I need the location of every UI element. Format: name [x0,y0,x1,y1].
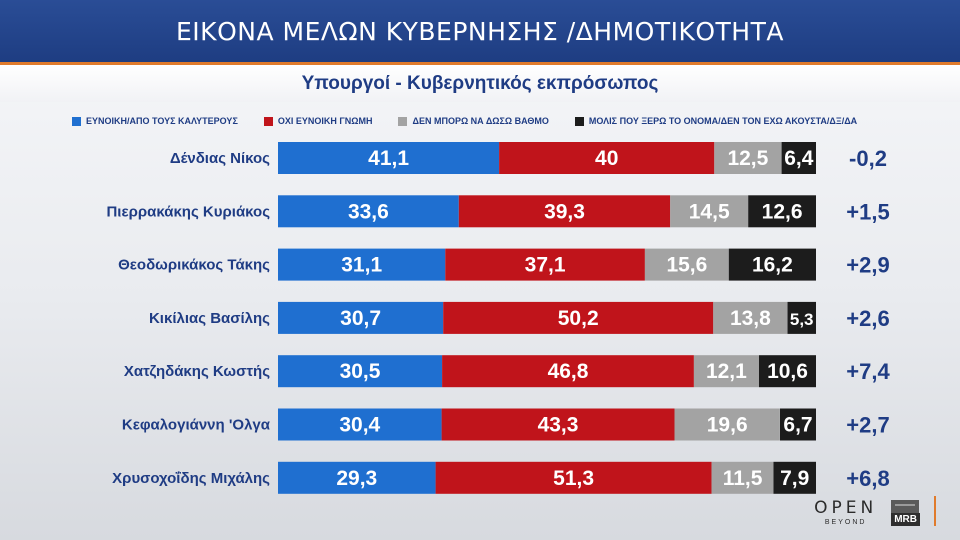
difference-label: +7,4 [846,359,890,384]
legend-label-unfavorable: ΟΧΙ ΕΥΝΟΙΚΗ ΓΝΩΜΗ [277,116,373,126]
category-label: Κεφαλογιάννη 'Ολγα [122,417,271,434]
data-label-no-rating: 11,5 [723,467,763,490]
category-label: Χρυσοχοΐδης Μιχάλης [112,470,270,487]
legend-swatch-unknown [574,116,584,126]
data-label-favorable: 29,3 [336,467,377,490]
data-label-no-rating: 12,1 [706,360,747,383]
subheader-bar: Υπουργοί - Κυβερνητικός εκπρόσωπος [0,65,960,102]
chart-subtitle: Υπουργοί - Κυβερνητικός εκπρόσωπος [301,72,659,94]
data-label-unfavorable: 39,3 [544,200,585,223]
open-beyond-logo: OPEN BEYOND [814,498,877,526]
difference-label: -0,2 [849,146,887,171]
bar-segment-unknown [773,461,816,494]
data-label-unknown: 6,4 [784,147,814,170]
mrb-logo-text: MRB [891,513,920,526]
chart-legend: ΕΥΝΟΙΚΗ/ΑΠΟ ΤΟΥΣ ΚΑΛΥΤΕΡΟΥΣ ΟΧΙ ΕΥΝΟΙΚΗ … [72,111,952,131]
data-label-favorable: 30,5 [340,360,381,383]
bar-segment-unknown [728,248,816,281]
data-label-unknown: 6,7 [783,414,812,437]
category-label: Θεοδωρικάκος Τάκης [118,257,270,274]
bar-segment-favorable [278,142,500,174]
data-label-unfavorable: 51,3 [553,467,594,490]
bar-segment-unfavorable [458,195,671,228]
bar-segment-unknown [759,355,816,388]
legend-swatch-favorable [72,116,81,126]
bar-segment-no-rating [644,248,729,281]
bar-segment-unfavorable [442,355,694,388]
difference-label: +2,9 [846,253,889,278]
data-label-no-rating: 14,5 [689,200,730,223]
data-label-unknown: 5,3 [790,310,814,329]
open-logo-text: OPEN [814,498,878,518]
data-label-favorable: 30,7 [340,307,381,330]
data-label-unfavorable: 37,1 [525,254,566,277]
legend-label-no-rating: ΔΕΝ ΜΠΟΡΩ ΝΑ ΔΩΣΩ ΒΑΘΜΟ [412,116,549,126]
mrb-logo: MRB [891,500,920,526]
bar-segment-favorable [278,461,436,494]
data-label-no-rating: 12,5 [727,147,768,170]
page-title: ΕΙΚΟΝΑ ΜΕΛΩΝ ΚΥΒΕΡΝΗΣΗΣ /ΔΗΜΟΤΙΚΟΤΗΤΑ [176,16,784,46]
header-bar: ΕΙΚΟΝΑ ΜΕΛΩΝ ΚΥΒΕΡΝΗΣΗΣ /ΔΗΜΟΤΙΚΟΤΗΤΑ [0,0,960,62]
bar-segment-favorable [278,408,442,441]
data-label-no-rating: 19,6 [707,414,748,437]
category-label: Χατζηδάκης Κωστής [124,363,270,380]
logo-divider [934,496,936,526]
data-label-unknown: 16,2 [752,254,793,277]
difference-label: +6,8 [846,466,889,491]
legend-swatch-unfavorable [263,116,273,126]
legend-item-unfavorable: ΟΧΙ ΕΥΝΟΙΚΗ ΓΝΩΜΗ [263,116,373,126]
data-label-no-rating: 15,6 [666,254,707,277]
bar-segment-unknown [781,142,816,174]
bar-segment-unknown [780,408,816,441]
difference-label: +2,7 [846,413,889,438]
data-label-favorable: 30,4 [339,414,380,437]
stacked-bar-chart: Δένδιας Νίκος 41,1 40 12,5 6,4 -0,2 Πιερρακάκη… [106,142,890,494]
bar-segment-favorable [278,248,446,281]
bar-segment-unfavorable [435,461,712,494]
category-label: Δένδιας Νίκος [170,150,270,167]
difference-label: +1,5 [846,199,889,224]
bar-segment-no-rating [713,301,788,334]
bar-segment-favorable [278,195,459,228]
bar-segment-no-rating [670,195,749,228]
data-label-unfavorable: 46,8 [548,360,589,383]
legend-label-favorable: ΕΥΝΟΙΚΗ/ΑΠΟ ΤΟΥΣ ΚΑΛΥΤΕΡΟΥΣ [86,116,238,126]
logo-area: OPEN BEYOND MRB [814,496,936,526]
data-label-unknown: 10,6 [767,360,808,383]
data-label-favorable: 41,1 [368,147,409,170]
bar-segment-unknown [787,301,816,334]
legend-item-favorable: ΕΥΝΟΙΚΗ/ΑΠΟ ΤΟΥΣ ΚΑΛΥΤΕΡΟΥΣ [72,116,238,126]
bar-segment-unfavorable [441,408,675,441]
bar-segment-unfavorable [445,248,645,281]
bar-segment-unknown [748,195,816,228]
bar-segment-no-rating [711,461,774,494]
bar-segment-favorable [278,355,443,388]
legend-swatch-no-rating [398,116,408,126]
legend-item-no-rating: ΔΕΝ ΜΠΟΡΩ ΝΑ ΔΩΣΩ ΒΑΘΜΟ [398,116,549,126]
header-divider [0,62,960,65]
data-label-favorable: 33,6 [348,200,389,223]
category-label: Κικίλιας Βασίλης [149,310,270,327]
data-label-no-rating: 13,8 [730,307,771,330]
data-label-unfavorable: 40 [595,147,618,170]
data-label-unknown: 7,9 [780,467,809,490]
data-label-favorable: 31,1 [341,254,382,277]
legend-label-unknown: ΜΟΛΙΣ ΠΟΥ ΞΕΡΩ ΤΟ ΟΝΟΜΑ/ΔΕΝ ΤΟΝ ΕΧΩ ΑΚΟΥ… [588,116,858,126]
bar-segment-no-rating [693,355,759,388]
bar-segment-unfavorable [499,142,715,174]
data-label-unknown: 12,6 [762,200,803,223]
difference-label: +2,6 [846,306,889,331]
category-label: Πιερρακάκης Κυριάκος [106,203,270,220]
beyond-logo-text: BEYOND [824,519,867,526]
legend-item-unknown: ΜΟΛΙΣ ΠΟΥ ΞΕΡΩ ΤΟ ΟΝΟΜΑ/ΔΕΝ ΤΟΝ ΕΧΩ ΑΚΟΥ… [574,116,858,126]
bar-segment-unfavorable [443,301,714,334]
data-label-unfavorable: 50,2 [558,307,599,330]
data-label-unfavorable: 43,3 [538,414,579,437]
bar-segment-no-rating [674,408,780,441]
bar-segment-no-rating [714,142,782,174]
bar-segment-favorable [278,301,444,334]
